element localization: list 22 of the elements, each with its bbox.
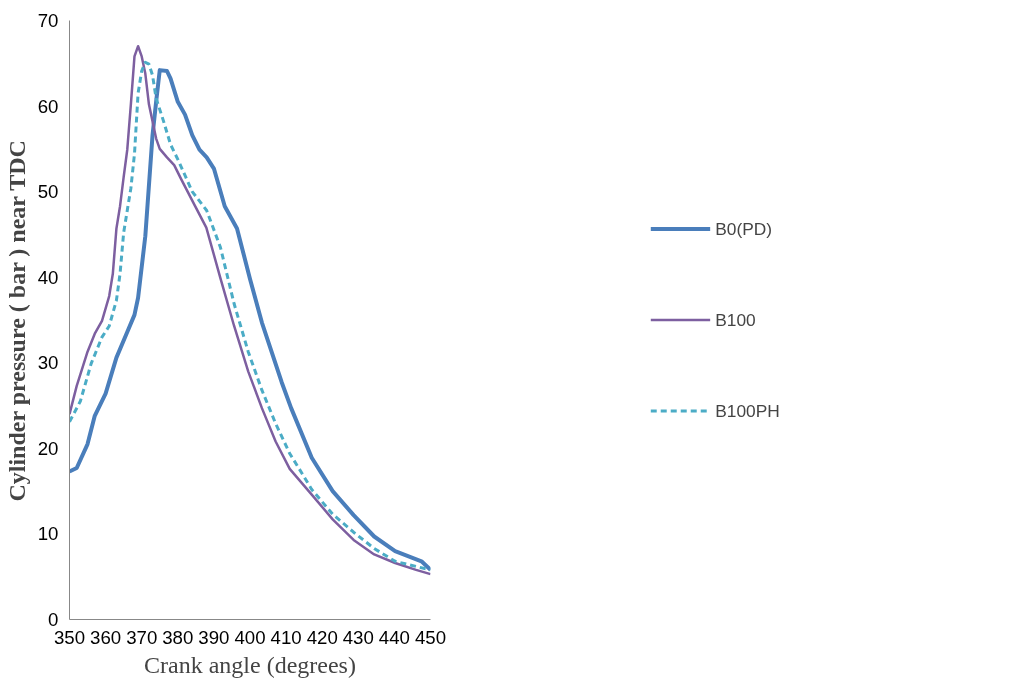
legend-label: B100 <box>715 309 756 330</box>
y-tick-label: 30 <box>37 352 59 374</box>
x-tick-label: 450 <box>414 626 447 648</box>
x-tick-label: 400 <box>234 626 266 648</box>
x-tick-label: 410 <box>270 626 302 648</box>
x-tick-label: 390 <box>198 626 230 648</box>
x-tick-label: 420 <box>306 626 338 648</box>
x-tick-label: 440 <box>378 626 410 648</box>
y-tick-label: 20 <box>37 437 59 459</box>
x-tick-label: 380 <box>162 626 194 648</box>
y-axis-title: Cylinder pressure ( bar ) near TDC <box>3 140 30 502</box>
y-tick-label: 70 <box>37 10 59 31</box>
x-tick-label: 370 <box>126 626 158 648</box>
y-tick-label: 50 <box>37 181 59 203</box>
y-tick-label: 40 <box>37 266 59 288</box>
legend-label: B0(PD) <box>715 218 773 239</box>
y-tick-label: 10 <box>37 523 59 545</box>
x-axis-title: Crank angle (degrees) <box>144 651 356 678</box>
y-tick-label: 60 <box>37 95 59 117</box>
x-tick-label: 360 <box>90 626 122 648</box>
x-tick-label: 430 <box>342 626 374 648</box>
legend-label: B100PH <box>715 400 780 421</box>
